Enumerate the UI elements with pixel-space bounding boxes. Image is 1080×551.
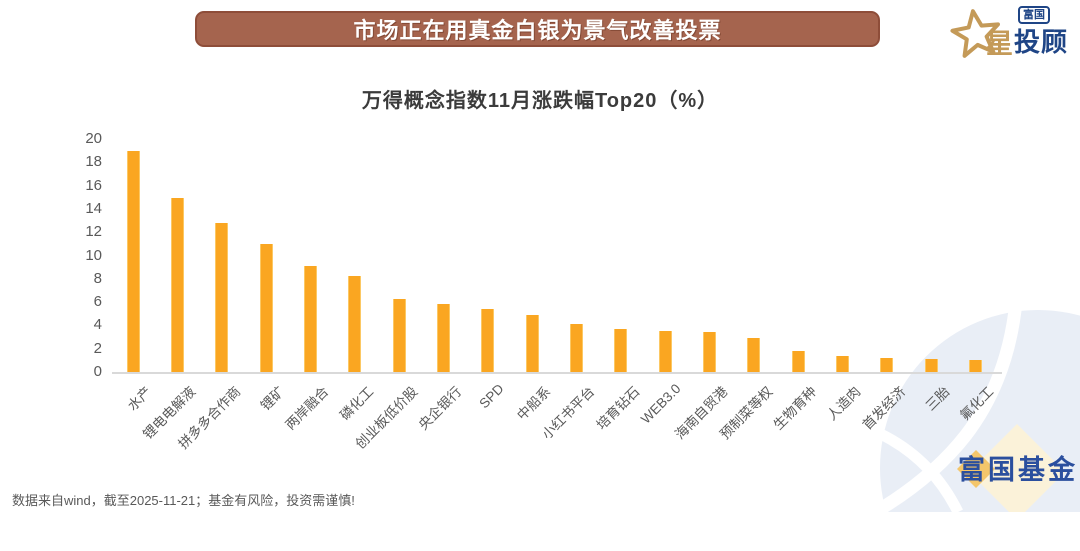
header-banner: 市场正在用真金白银为景气改善投票 [195, 11, 880, 47]
logo-brand-box: 富国 [1018, 6, 1050, 24]
logo-star-char: 星 [986, 29, 1013, 59]
bar-生物育种 [791, 351, 805, 372]
brand-logo: 星 富国 投顾 [950, 4, 1078, 60]
bar-央企银行 [436, 304, 450, 372]
bar-创业板低价股 [392, 299, 406, 372]
bar-人造肉 [835, 356, 849, 372]
y-axis-tick-label: 4 [93, 316, 102, 334]
x-axis-line [112, 372, 1002, 374]
y-axis-tick-label: 8 [93, 269, 102, 287]
bar-三胎 [924, 359, 938, 372]
y-axis-tick-label: 0 [93, 363, 102, 380]
y-axis-tick-label: 14 [85, 199, 102, 217]
bar-中船系 [525, 315, 539, 372]
bar-锂电电解液 [170, 198, 184, 372]
logo-brand-suffix: 投顾 [1014, 27, 1069, 57]
bar-磷化工 [348, 276, 362, 372]
watermark-text: 富国基金 [958, 454, 1078, 485]
y-axis-tick-label: 2 [93, 339, 102, 357]
bar-chart: 0 2 4 6 8 10 12 14 16 18 20 水产 锂电电解液 拼多多合作商 锂矿 两岸融合 磷化工创… [85, 130, 1002, 452]
footnote: 数据来自wind，截至2025-11-21；基金有风险，投资需谨慎! [12, 493, 355, 508]
y-axis-tick-label: 16 [85, 176, 102, 194]
banner-title: 市场正在用真金白银为景气改善投票 [353, 18, 722, 43]
bar-两岸融合 [303, 266, 317, 372]
chart-title: 万得概念指数11月涨跌幅Top20（%） [361, 90, 719, 112]
bar-SPD [481, 309, 495, 372]
bar-预制菜等权 [747, 338, 761, 372]
bar-锂矿 [259, 244, 273, 372]
bar-培育钻石 [614, 329, 628, 372]
y-axis-tick-label: 20 [85, 130, 102, 147]
bar-WEB3.0 [658, 331, 672, 372]
y-axis-tick-label: 12 [85, 223, 102, 241]
bar-水产 [126, 151, 140, 372]
bar-海南自贸港 [702, 332, 716, 372]
bar-首发经济 [880, 358, 894, 372]
bar-氟化工 [968, 360, 982, 372]
bar-小红书平台 [569, 324, 583, 372]
star-icon [950, 9, 1001, 58]
y-axis-tick-label: 18 [85, 153, 102, 171]
y-axis-tick-label: 10 [85, 246, 102, 264]
y-axis-tick-label: 6 [93, 293, 102, 311]
bar-拼多多合作商 [215, 223, 229, 372]
